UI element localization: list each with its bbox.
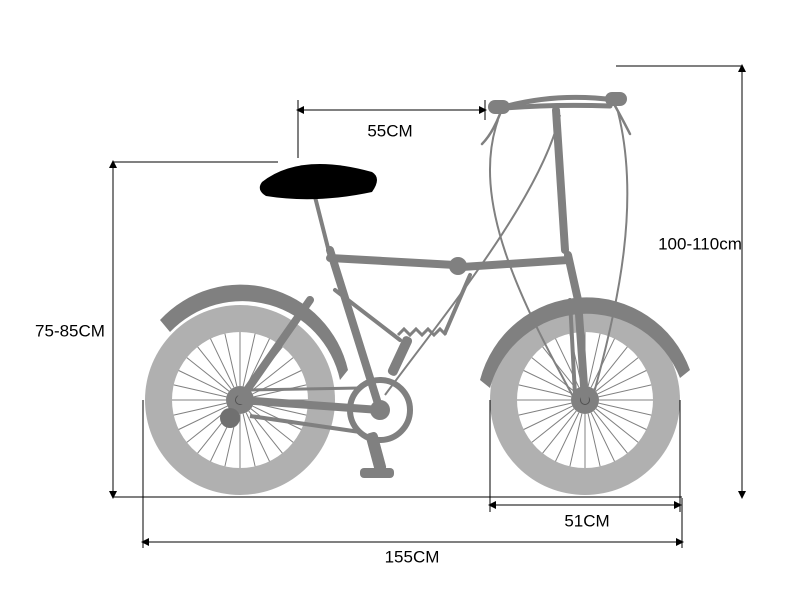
- seat: [260, 164, 377, 248]
- label-wheel-width: 51CM: [564, 511, 609, 530]
- label-total-length: 155CM: [385, 547, 440, 566]
- label-handlebar-height: 100-110cm: [658, 234, 742, 253]
- label-seat-height: 75-85CM: [35, 321, 105, 340]
- label-seat-to-bar: 55CM: [367, 121, 412, 140]
